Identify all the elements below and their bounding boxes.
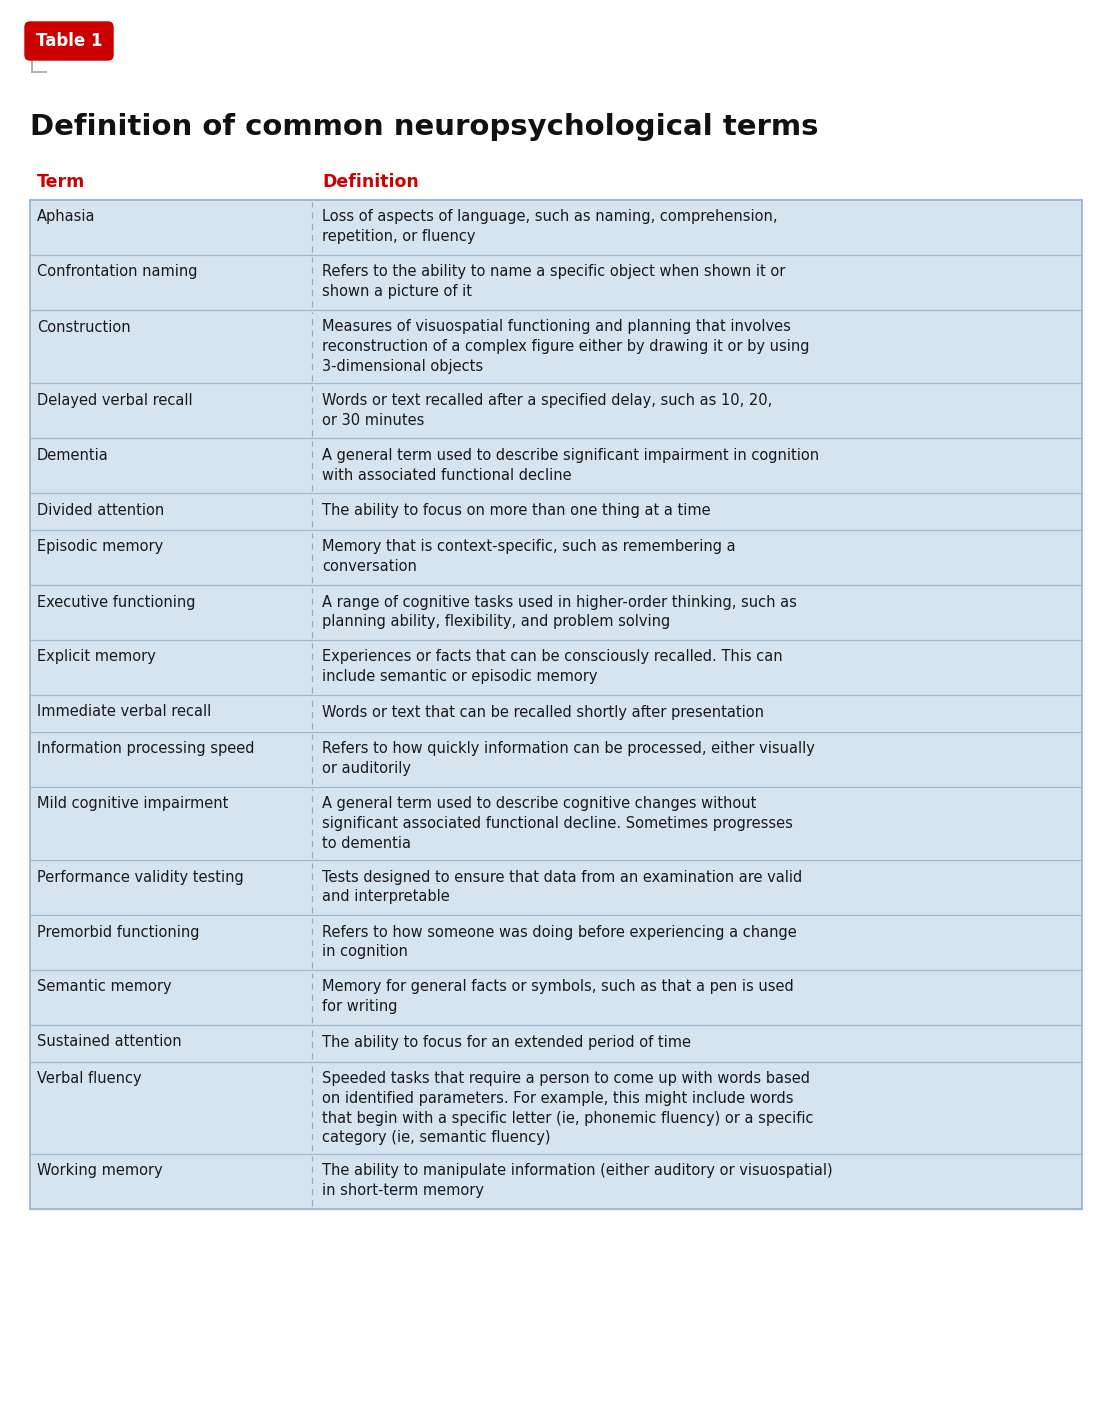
- Text: Refers to how quickly information can be processed, either visually
or auditoril: Refers to how quickly information can be…: [322, 741, 815, 776]
- Bar: [30, 310, 1082, 384]
- Bar: [30, 439, 1082, 493]
- Text: Dementia: Dementia: [37, 448, 109, 462]
- Text: Definition of common neuropsychological terms: Definition of common neuropsychological …: [30, 113, 818, 142]
- Text: Loss of aspects of language, such as naming, comprehension,
repetition, or fluen: Loss of aspects of language, such as nam…: [322, 210, 778, 244]
- Bar: [30, 1062, 1082, 1153]
- Text: Refers to the ability to name a specific object when shown it or
shown a picture: Refers to the ability to name a specific…: [322, 265, 785, 300]
- Text: Executive functioning: Executive functioning: [37, 594, 196, 609]
- Bar: [30, 969, 1082, 1026]
- Bar: [30, 384, 1082, 439]
- Text: The ability to focus on more than one thing at a time: The ability to focus on more than one th…: [322, 503, 711, 518]
- Bar: [30, 586, 1082, 640]
- Text: Divided attention: Divided attention: [37, 503, 164, 518]
- Bar: [30, 915, 1082, 969]
- Text: Refers to how someone was doing before experiencing a change
in cognition: Refers to how someone was doing before e…: [322, 925, 796, 960]
- Text: Speeded tasks that require a person to come up with words based
on identified pa: Speeded tasks that require a person to c…: [322, 1070, 813, 1146]
- Text: Mild cognitive impairment: Mild cognitive impairment: [37, 796, 229, 811]
- Text: Confrontation naming: Confrontation naming: [37, 265, 198, 280]
- Text: Episodic memory: Episodic memory: [37, 539, 163, 555]
- Text: Definition: Definition: [322, 172, 419, 191]
- Text: Words or text that can be recalled shortly after presentation: Words or text that can be recalled short…: [322, 705, 763, 720]
- Text: Memory that is context-specific, such as remembering a
conversation: Memory that is context-specific, such as…: [322, 539, 736, 574]
- Bar: [30, 786, 1082, 860]
- Text: Aphasia: Aphasia: [37, 210, 96, 224]
- Bar: [30, 200, 1082, 255]
- Text: The ability to focus for an extended period of time: The ability to focus for an extended per…: [322, 1034, 691, 1049]
- Text: Words or text recalled after a specified delay, such as 10, 20,
or 30 minutes: Words or text recalled after a specified…: [322, 394, 772, 427]
- Bar: [30, 640, 1082, 695]
- FancyBboxPatch shape: [25, 22, 113, 60]
- Text: Experiences or facts that can be consciously recalled. This can
include semantic: Experiences or facts that can be conscio…: [322, 650, 782, 684]
- Text: Construction: Construction: [37, 319, 131, 335]
- Text: The ability to manipulate information (either auditory or visuospatial)
in short: The ability to manipulate information (e…: [322, 1163, 833, 1198]
- Bar: [30, 695, 1082, 731]
- Text: Table 1: Table 1: [35, 32, 102, 50]
- Text: Memory for general facts or symbols, such as that a pen is used
for writing: Memory for general facts or symbols, suc…: [322, 979, 794, 1014]
- Bar: [30, 255, 1082, 310]
- Text: Working memory: Working memory: [37, 1163, 163, 1178]
- Text: Premorbid functioning: Premorbid functioning: [37, 925, 199, 940]
- Bar: [30, 860, 1082, 915]
- Text: Information processing speed: Information processing speed: [37, 741, 254, 757]
- Text: Term: Term: [37, 172, 86, 191]
- Text: A general term used to describe significant impairment in cognition
with associa: A general term used to describe signific…: [322, 448, 820, 483]
- Text: Immediate verbal recall: Immediate verbal recall: [37, 705, 211, 720]
- Bar: [30, 530, 1082, 586]
- Text: A general term used to describe cognitive changes without
significant associated: A general term used to describe cognitiv…: [322, 796, 793, 850]
- Bar: [30, 731, 1082, 786]
- Text: A range of cognitive tasks used in higher-order thinking, such as
planning abili: A range of cognitive tasks used in highe…: [322, 594, 796, 629]
- Text: Tests designed to ensure that data from an examination are valid
and interpretab: Tests designed to ensure that data from …: [322, 870, 802, 904]
- Bar: [30, 1153, 1082, 1209]
- Text: Measures of visuospatial functioning and planning that involves
reconstruction o: Measures of visuospatial functioning and…: [322, 319, 810, 374]
- Text: Sustained attention: Sustained attention: [37, 1034, 182, 1049]
- Text: Explicit memory: Explicit memory: [37, 650, 156, 664]
- Text: Delayed verbal recall: Delayed verbal recall: [37, 394, 192, 408]
- Text: Verbal fluency: Verbal fluency: [37, 1070, 142, 1086]
- Text: Performance validity testing: Performance validity testing: [37, 870, 244, 884]
- Text: Semantic memory: Semantic memory: [37, 979, 172, 995]
- Bar: [30, 493, 1082, 530]
- Bar: [30, 1026, 1082, 1062]
